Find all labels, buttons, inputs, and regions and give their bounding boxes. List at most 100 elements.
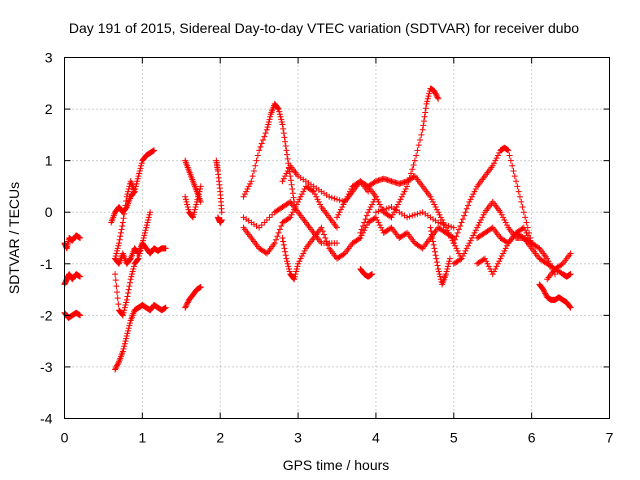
data-point <box>197 283 204 290</box>
data-point <box>250 167 257 174</box>
data-point <box>366 206 373 213</box>
data-point <box>409 212 416 219</box>
data-point <box>484 260 491 267</box>
x-tick-label: 0 <box>61 430 69 446</box>
data-point <box>498 253 505 260</box>
data-point <box>279 178 286 185</box>
data-point <box>319 228 326 235</box>
data-point <box>190 211 197 218</box>
data-point <box>77 312 84 319</box>
x-tick-label: 5 <box>450 430 458 446</box>
axis-ticks <box>64 57 610 419</box>
data-point <box>435 209 442 216</box>
data-point <box>123 299 130 306</box>
data-point <box>436 211 443 218</box>
data-point <box>498 211 505 218</box>
data-point <box>454 229 461 236</box>
data-point <box>147 209 154 216</box>
data-point <box>119 312 126 319</box>
data-point <box>376 222 383 229</box>
data-point <box>493 155 500 162</box>
data-point <box>194 196 201 203</box>
data-point <box>279 235 286 241</box>
data-point <box>262 130 269 137</box>
data-point <box>129 268 136 275</box>
x-tick-label: 4 <box>372 430 380 446</box>
data-point <box>507 157 514 164</box>
data-point <box>433 91 440 98</box>
data-point <box>515 188 522 195</box>
data-point <box>459 253 466 260</box>
data-point <box>128 271 135 278</box>
data-point <box>436 271 443 278</box>
data-point <box>135 255 142 262</box>
data-point <box>127 256 134 263</box>
data-point <box>249 173 256 180</box>
data-point <box>252 162 259 169</box>
data-point <box>397 196 404 203</box>
data-point <box>141 232 148 239</box>
data-point <box>257 143 264 150</box>
data-point <box>437 214 444 221</box>
x-tick-labels: 0 1 2 3 4 5 6 7 <box>61 430 614 446</box>
data-point <box>256 147 263 154</box>
data-point <box>267 113 274 120</box>
data-point <box>435 268 442 275</box>
data-point <box>523 219 530 226</box>
data-point <box>128 273 135 280</box>
data-point <box>277 113 284 120</box>
data-point <box>463 205 470 212</box>
data-point <box>452 242 459 249</box>
data-point <box>466 240 473 247</box>
data-point <box>400 191 407 198</box>
data-point <box>321 231 328 238</box>
data-point <box>113 363 120 370</box>
data-point <box>472 227 479 234</box>
data-point <box>470 191 477 198</box>
data-point <box>466 198 473 205</box>
data-point <box>123 332 130 339</box>
data-point <box>275 229 282 236</box>
data-point <box>369 271 376 278</box>
data-point <box>120 215 127 222</box>
data-point <box>258 140 265 147</box>
data-point <box>450 240 457 247</box>
data-point <box>143 224 150 231</box>
data-point <box>544 255 551 262</box>
data-point <box>291 273 298 280</box>
data-point <box>292 271 299 278</box>
data-point <box>357 235 364 241</box>
data-point <box>446 258 453 265</box>
data-point <box>144 219 151 226</box>
data-point <box>488 225 495 232</box>
data-point <box>458 219 465 226</box>
data-point <box>450 224 457 231</box>
data-point <box>134 256 141 263</box>
data-point <box>478 216 485 223</box>
data-point <box>509 162 516 169</box>
y-tick-labels: -4 -3 -2 -1 0 1 2 3 <box>40 50 53 427</box>
data-point <box>541 289 548 296</box>
data-point <box>287 173 294 180</box>
data-point <box>427 193 434 200</box>
data-point <box>424 98 431 105</box>
data-point <box>437 273 444 280</box>
data-point <box>300 250 307 257</box>
data-point <box>443 222 449 229</box>
data-point <box>274 233 281 240</box>
data-point <box>265 118 272 125</box>
data-point <box>487 265 494 272</box>
data-point <box>295 198 302 205</box>
data-point <box>182 303 189 310</box>
data-point <box>334 214 340 221</box>
data-point <box>119 348 126 355</box>
data-point <box>244 186 251 193</box>
data-point <box>376 201 383 208</box>
data-point <box>372 193 379 200</box>
data-point <box>423 100 430 107</box>
data-point <box>334 196 340 203</box>
data-point <box>566 303 573 310</box>
data-point <box>130 265 137 272</box>
data-point <box>501 247 508 254</box>
data-point <box>197 183 204 190</box>
